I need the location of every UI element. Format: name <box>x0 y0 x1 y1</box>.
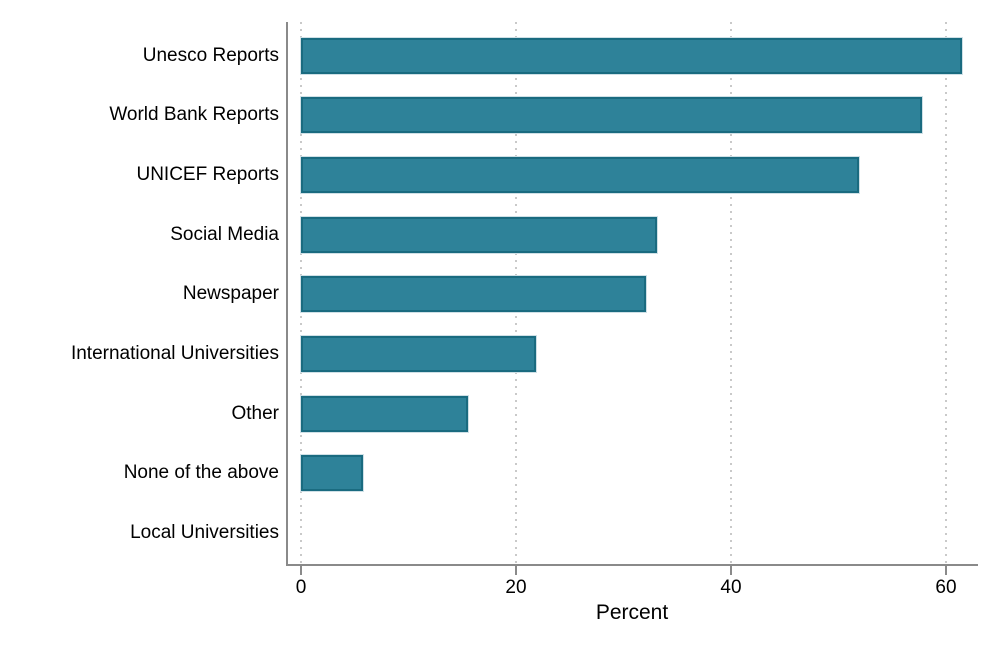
x-tick-label: 40 <box>720 577 742 598</box>
category-label: Social Media <box>170 223 279 245</box>
x-tick-label: 60 <box>935 577 957 598</box>
category-label: Other <box>231 402 279 424</box>
x-tick-label: 20 <box>505 577 527 598</box>
bar <box>301 455 364 492</box>
category-label: Unesco Reports <box>142 44 279 66</box>
bar <box>301 336 537 372</box>
bar <box>301 156 859 193</box>
gridline-60 <box>945 22 947 564</box>
bar <box>301 216 657 253</box>
gridline-40 <box>730 22 732 564</box>
category-label: Newspaper <box>182 283 279 305</box>
bar <box>301 97 923 134</box>
category-label: World Bank Reports <box>109 104 279 126</box>
category-label: UNICEF Reports <box>136 163 279 185</box>
x-tick-mark <box>515 566 517 575</box>
x-tick-mark <box>300 566 302 575</box>
x-axis-line <box>286 564 978 566</box>
x-axis-title: Percent <box>595 601 669 624</box>
x-tick-mark <box>945 566 947 575</box>
category-label: International Universities <box>70 343 279 364</box>
bar <box>301 395 468 432</box>
x-tick-label: 0 <box>295 577 307 598</box>
bar <box>301 37 963 74</box>
x-tick-mark <box>730 566 732 575</box>
category-label: Local Universities <box>130 522 279 544</box>
y-axis-line <box>286 22 288 566</box>
category-label: None of the above <box>123 462 279 484</box>
bar <box>301 276 647 313</box>
